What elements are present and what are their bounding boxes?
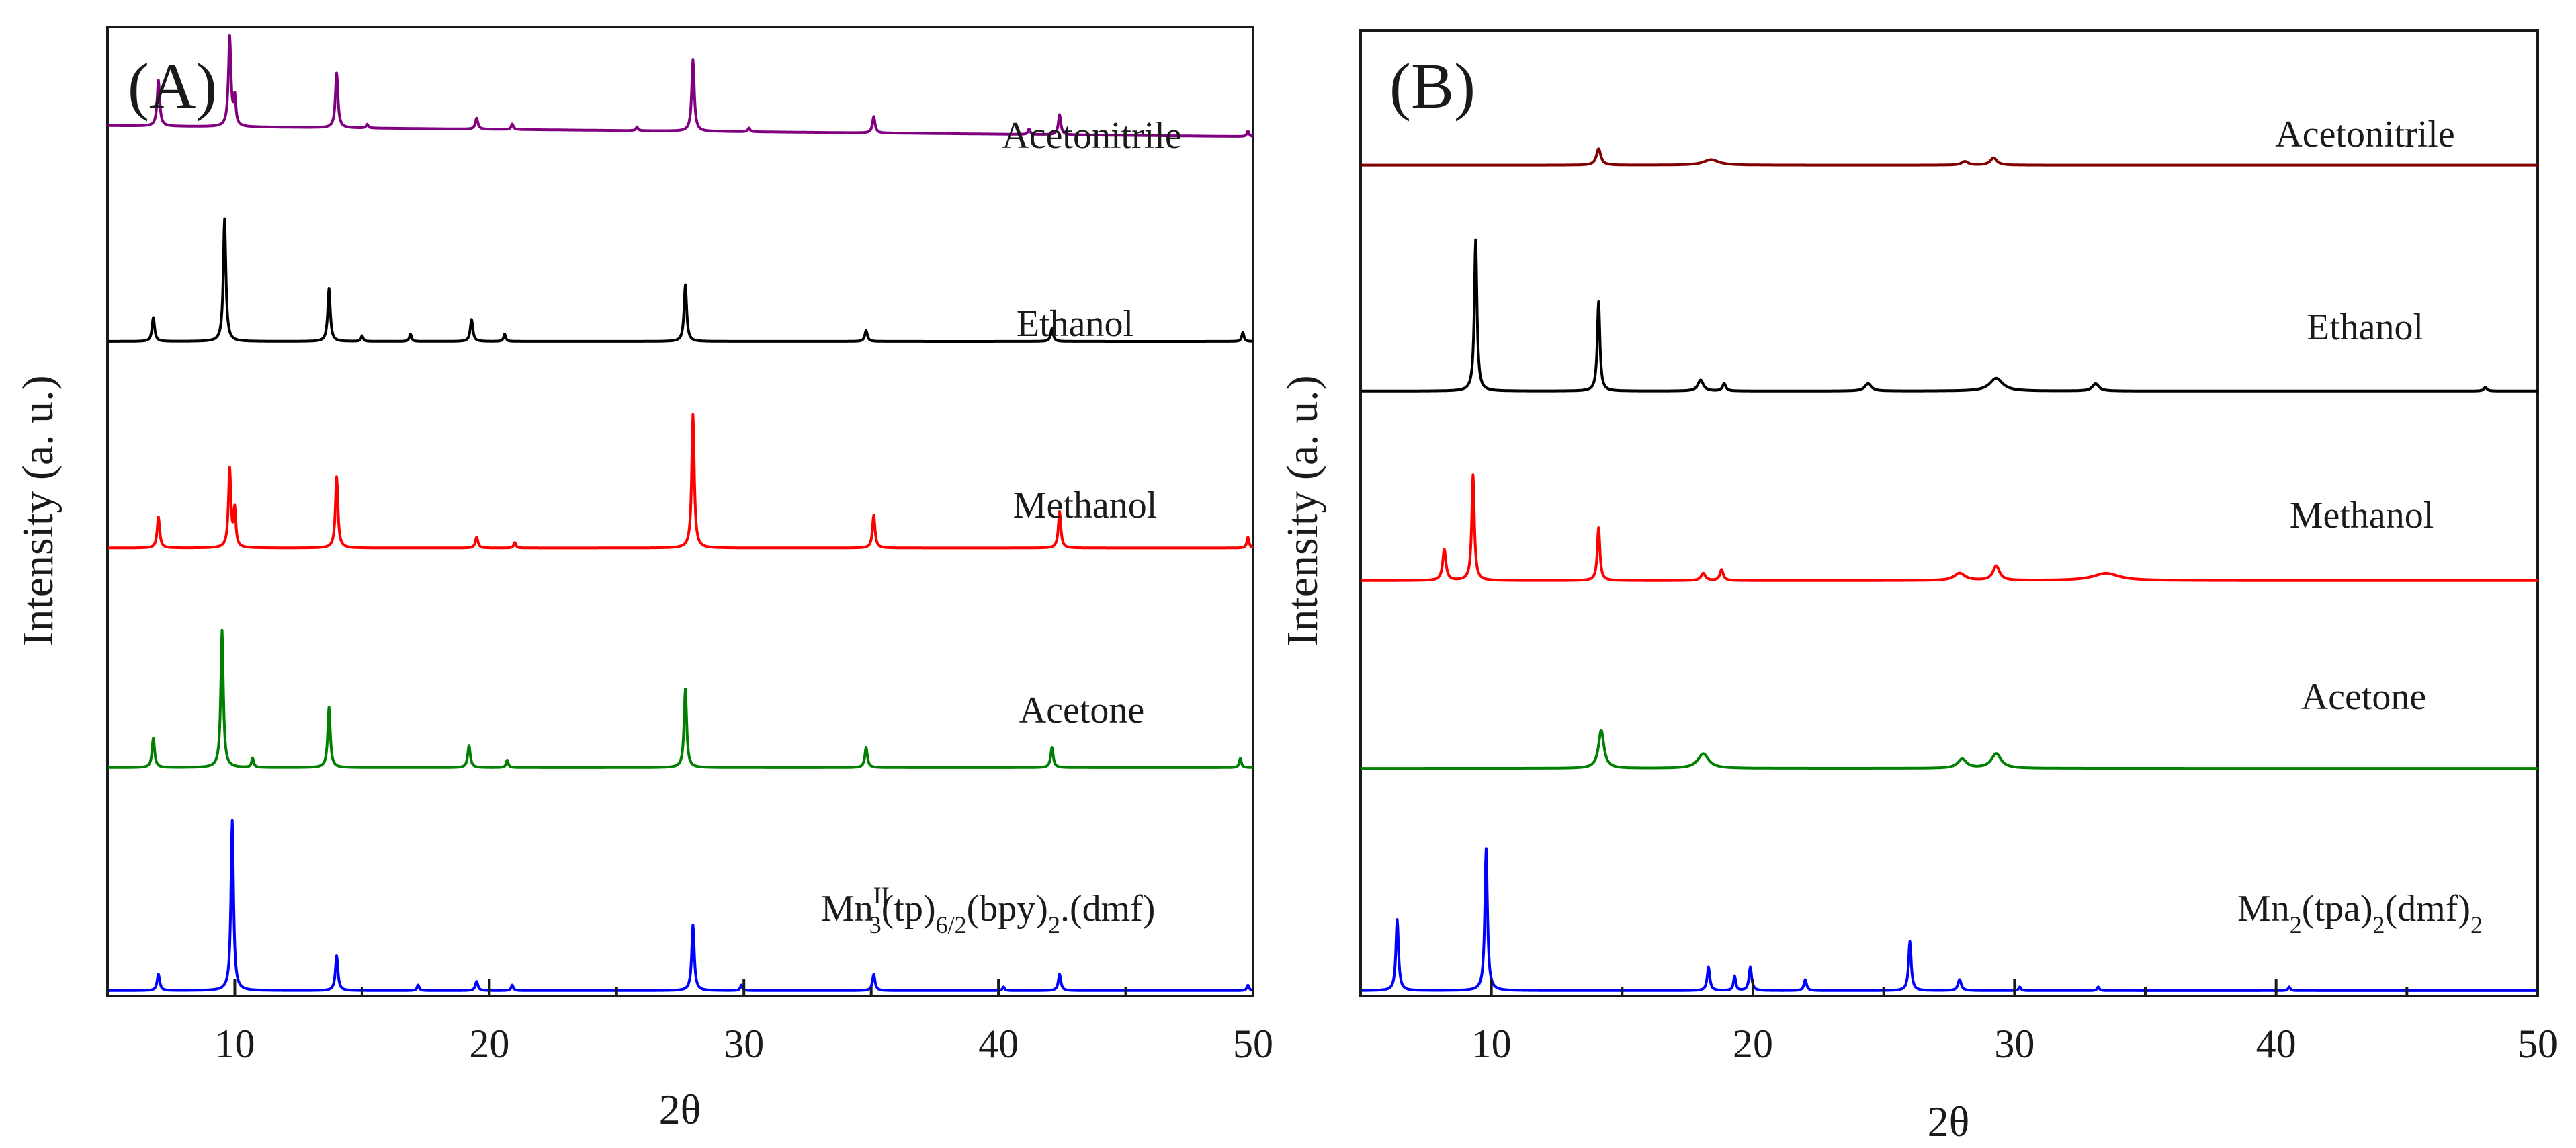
panel-a-x-tick-label-50: 50 xyxy=(1233,1022,1273,1066)
panel-a-traces xyxy=(106,34,1254,992)
panel-a-series-mn-ii-3-tp-6-2-bpy-2-dmf- xyxy=(106,819,1254,992)
panel-a-label-methanol: Methanol xyxy=(1013,485,1158,526)
panel-b-x-tick-label-30: 30 xyxy=(1994,1022,2034,1066)
panel-a-label: (A) xyxy=(128,50,217,122)
panel-b-label-acetone: Acetone xyxy=(2301,676,2427,718)
panel-b-series-acetone xyxy=(1359,729,2539,770)
panel-a-x-tick-label-30: 30 xyxy=(724,1022,764,1066)
panel-b-label: (B) xyxy=(1389,50,1475,122)
panel-b-traces xyxy=(1359,147,2539,992)
panel-b-y-axis-title: Intensity (a. u.) xyxy=(1278,375,1327,646)
panel-a-x-ticks: 10 20 30 40 50 xyxy=(106,979,1273,1066)
panel-b-series-mn2-tpa-2-dmf-2 xyxy=(1359,847,2539,992)
panel-a-series-methanol xyxy=(106,413,1254,550)
panel-b: 10 20 30 40 50 (B) 2θ Intensity (a. u.) Acet… xyxy=(1278,29,2558,1145)
panel-a-label-acetone: Acetone xyxy=(1019,690,1145,731)
panel-a-series-acetonitrile xyxy=(106,34,1254,138)
panel-b-x-axis-title: 2θ xyxy=(1928,1098,1970,1145)
panel-a-label-ethanol: Ethanol xyxy=(1017,303,1133,345)
panel-a-label-acetonitrile: Acetonitrile xyxy=(1002,115,1181,157)
panel-b-label-ethanol: Ethanol xyxy=(2307,306,2423,348)
panel-a-frame xyxy=(106,26,1254,997)
panel-b-x-tick-label-20: 20 xyxy=(1733,1022,1773,1066)
panel-b-x-tick-label-50: 50 xyxy=(2518,1022,2558,1066)
panel-b-x-tick-label-10: 10 xyxy=(1471,1022,1512,1066)
panel-a-label-mn-complex: MnII 3(tp)6/2(bpy)2.(dmf) xyxy=(821,882,1155,938)
panel-a-x-axis-title: 2θ xyxy=(659,1085,701,1133)
panel-b-x-tick-label-40: 40 xyxy=(2256,1022,2296,1066)
panel-b-series-methanol xyxy=(1359,473,2539,582)
panel-a: 10 20 30 40 50 (A) 2θ Intensity (a. u.) Acet… xyxy=(13,26,1273,1133)
panel-b-label-methanol: Methanol xyxy=(2290,495,2434,536)
panel-a-x-tick-label-10: 10 xyxy=(214,1022,255,1066)
panel-a-series-ethanol xyxy=(106,217,1254,343)
panel-b-frame xyxy=(1359,29,2539,997)
panel-a-y-axis-title: Intensity (a. u.) xyxy=(13,375,62,646)
panel-b-x-ticks: 10 20 30 40 50 xyxy=(1359,979,2558,1066)
panel-b-series-ethanol xyxy=(1359,238,2539,393)
panel-a-x-tick-label-40: 40 xyxy=(978,1022,1019,1066)
panel-a-x-tick-label-20: 20 xyxy=(469,1022,509,1066)
panel-a-series-acetone xyxy=(106,628,1254,769)
panel-b-label-mn-complex: Mn2(tpa)2(dmf)2 xyxy=(2237,888,2483,938)
panel-b-label-acetonitrile: Acetonitrile xyxy=(2275,114,2454,155)
panel-b-series-acetonitrile xyxy=(1359,147,2539,167)
